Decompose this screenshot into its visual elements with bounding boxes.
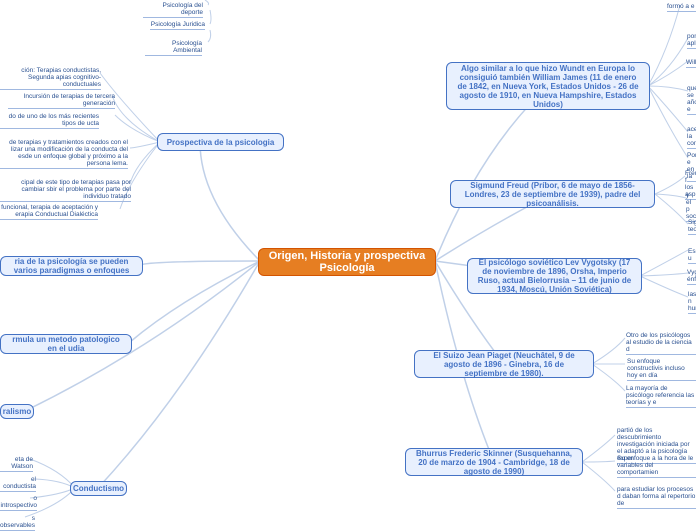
- leaf-terapias1: ción: Terapias conductistas, Segunda api…: [0, 67, 101, 90]
- piaget-node: El Suizo Jean Piaget (Neuchâtel, 9 de ag…: [414, 350, 594, 378]
- prospectiva-node: Prospectiva de la psicologia: [157, 133, 284, 151]
- leaf-watson: eta de Watson: [0, 456, 33, 472]
- leaf-yelp: y el p socie: [686, 192, 696, 222]
- leaf-vyg: Vyg énfas: [687, 269, 696, 285]
- metodo-label: rmula un metodo patologico en el udia: [9, 335, 123, 353]
- leaf-observables: s observables: [0, 515, 35, 531]
- vygotsky-node: El psicólogo soviético Lev Vygotsky (17 …: [467, 258, 642, 294]
- vygotsky-label: El psicólogo soviético Lev Vygotsky (17 …: [476, 258, 633, 294]
- leaf-conductista: el conductista: [0, 476, 36, 492]
- leaf-suenfoque: Su enfoque constructivis incluso hoy en …: [627, 358, 696, 381]
- james-node: Algo similar a lo que hizo Wundt en Euro…: [446, 62, 650, 110]
- piaget-label: El Suizo Jean Piaget (Neuchâtel, 9 de ag…: [423, 351, 585, 378]
- leaf-terapias3: do de uno de los más recientes tipos de …: [0, 113, 99, 129]
- conductismo-label: Conductismo: [73, 484, 124, 493]
- ralismo-label: ralismo: [3, 407, 31, 416]
- james-label: Algo similar a lo que hizo Wundt en Euro…: [455, 64, 641, 109]
- skinner-node: Bhurrus Frederic Skinner (Susquehanna, 2…: [405, 448, 583, 476]
- leaf-paraestudiar: para estudiar los procesos d daban forma…: [617, 486, 696, 509]
- skinner-label: Bhurrus Frederic Skinner (Susquehanna, 2…: [414, 449, 574, 476]
- leaf-terapias4: de terapias y tratamientos creados con e…: [0, 139, 128, 169]
- conductismo-node: Conductismo: [70, 481, 127, 496]
- leaf-sigm: Sigm teoria: [688, 219, 696, 235]
- leaf-deporte: Psicología del deporte: [143, 2, 203, 18]
- leaf-otro: Otro de los psicólogos al estudio de la …: [626, 332, 696, 355]
- leaf-acerca: acerc la con: [687, 126, 696, 149]
- prospectiva-label: Prospectiva de la psicologia: [167, 138, 275, 147]
- leaf-introspectivo: o introspectivo: [0, 495, 37, 511]
- leaf-quese: que se años e: [687, 85, 696, 115]
- freud-node: Sigmund Freud (Príbor, 6 de mayo de 1856…: [450, 180, 655, 208]
- leaf-juridica: Psicología Juridica: [150, 21, 205, 30]
- leaf-william: William: [686, 59, 696, 68]
- leaf-terapias6: funcional, terapia de aceptación y erapi…: [0, 204, 98, 220]
- leaf-ambiental: Psicología Ambiental: [145, 40, 202, 56]
- leaf-suenfoque2: Su enfoque a la hora de le variables del…: [617, 455, 696, 478]
- leaf-mayoria: La mayoría de psicólogo referencia las t…: [626, 385, 696, 408]
- leaf-ponien: ponien aplica: [687, 33, 696, 49]
- leaf-esu: Es u: [688, 248, 696, 264]
- central-title: Origen, Historia y prospectiva Psicologí…: [267, 250, 427, 274]
- historia-label: ria de la psicología se pueden varios pa…: [9, 257, 134, 275]
- historia-node: ria de la psicología se pueden varios pa…: [0, 256, 143, 276]
- metodo-node: rmula un metodo patologico en el udia: [0, 334, 132, 354]
- leaf-terapias2: Incursión de terapias de tercera generac…: [8, 93, 115, 109]
- ralismo-node: ralismo: [0, 404, 34, 419]
- central-node: Origen, Historia y prospectiva Psicologí…: [258, 248, 436, 276]
- leaf-terapias5: cipal de este tipo de terapias pasa por …: [0, 179, 131, 202]
- leaf-formo: formó a e: [667, 3, 696, 12]
- leaf-lasn: las n huma: [688, 291, 696, 314]
- freud-label: Sigmund Freud (Príbor, 6 de mayo de 1856…: [459, 181, 646, 208]
